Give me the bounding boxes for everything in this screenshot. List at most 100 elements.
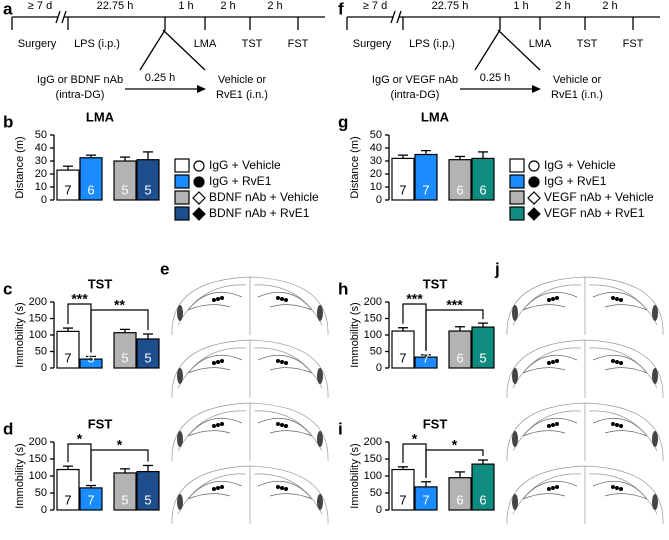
brain-section <box>171 276 329 336</box>
interval-label: 22.75 h <box>97 0 134 12</box>
bar <box>113 332 137 369</box>
arrow-head <box>532 85 541 93</box>
treatment-label: Vehicle or <box>218 74 267 86</box>
chart-title: LMA <box>86 109 115 124</box>
significance-label: * <box>452 437 458 453</box>
bar <box>136 470 160 511</box>
n-label: 6 <box>87 182 94 197</box>
injection-site <box>216 297 220 301</box>
n-label: 7 <box>64 182 71 197</box>
cortex-layer <box>253 347 323 389</box>
bar <box>56 169 80 201</box>
y-tick-label: 150 <box>29 453 47 465</box>
panel-letter: g <box>338 112 348 131</box>
n-label: 7 <box>64 350 71 365</box>
y-tick-label: 200 <box>29 296 47 308</box>
injection-site <box>212 298 216 302</box>
treatment-label: (intra-DG) <box>56 89 105 101</box>
y-tick-label: 100 <box>29 470 47 482</box>
event-label: Surgery <box>353 38 392 50</box>
interval-label: 2 h <box>220 0 235 12</box>
bar <box>56 330 80 369</box>
injection-site <box>615 360 619 364</box>
y-axis-label: Distance (m) <box>349 136 361 198</box>
n-label: 5 <box>144 492 151 507</box>
legend-swatch <box>509 174 525 189</box>
bar <box>136 159 160 201</box>
legend-symbol <box>193 160 205 172</box>
injection-site <box>611 485 615 489</box>
ventricle <box>177 368 183 384</box>
legend-label: VEGF nAb + Vehicle <box>544 190 654 204</box>
injection-site <box>284 361 288 365</box>
ventricle <box>652 368 658 384</box>
injection-site <box>284 487 288 491</box>
ventricle <box>652 431 658 447</box>
cortex-layer <box>253 284 323 326</box>
panel-letter: a <box>3 0 13 18</box>
significance-label: ** <box>114 297 125 313</box>
y-tick-label: 0 <box>41 194 47 206</box>
n-label: 7 <box>399 350 406 365</box>
injection-site <box>220 485 224 489</box>
brain-section <box>506 402 664 462</box>
y-tick-label: 0 <box>376 362 382 374</box>
ventricle <box>317 305 323 321</box>
injection-site <box>212 424 216 428</box>
injection-site <box>555 485 559 489</box>
bar <box>113 472 137 511</box>
arrow-head <box>197 85 206 93</box>
significance-bracket <box>90 449 149 482</box>
injection-site <box>619 361 623 365</box>
injection-site <box>276 485 280 489</box>
y-tick-label: 50 <box>35 487 47 499</box>
ventricle <box>177 431 183 447</box>
significance-label: *** <box>71 291 88 307</box>
bar <box>391 330 415 369</box>
y-tick-label: 200 <box>29 436 47 448</box>
y-tick-label: 10 <box>370 181 382 193</box>
break-mark <box>55 10 61 24</box>
injection-line <box>497 29 541 71</box>
injection-site <box>280 360 284 364</box>
event-label: Surgery <box>18 38 57 50</box>
injection-line <box>162 29 206 71</box>
ventricle <box>317 431 323 447</box>
n-label: 5 <box>121 492 128 507</box>
ventricle <box>652 305 658 321</box>
injection-site <box>212 487 216 491</box>
injection-site <box>615 423 619 427</box>
n-label: 5 <box>87 350 94 365</box>
cortex-layer <box>512 410 582 452</box>
legend-label: BDNF nAb + RvE1 <box>209 206 310 220</box>
bar <box>391 157 415 201</box>
legend-symbol <box>528 160 540 172</box>
y-tick-label: 100 <box>364 329 382 341</box>
legend-label: IgG + Vehicle <box>544 158 616 172</box>
ventricle <box>317 368 323 384</box>
injection-site <box>555 359 559 363</box>
ventricle <box>512 431 518 447</box>
injection-site <box>547 361 551 365</box>
cortex-layer <box>177 347 247 389</box>
y-axis-label: Immobility (s) <box>349 302 361 367</box>
n-label: 5 <box>144 350 151 365</box>
n-label: 7 <box>422 182 429 197</box>
y-tick-label: 50 <box>370 345 382 357</box>
chart-title: LMA <box>421 109 450 124</box>
injection-site <box>551 486 555 490</box>
n-label: 7 <box>87 492 94 507</box>
y-tick-label: 30 <box>370 155 382 167</box>
injection-site <box>551 360 555 364</box>
bar <box>471 157 495 201</box>
bar <box>113 160 137 201</box>
panel-letter: j <box>494 259 500 278</box>
legend-swatch <box>509 158 525 173</box>
event-label: TST <box>242 38 263 50</box>
legend-symbol <box>192 191 206 205</box>
injection-site <box>280 423 284 427</box>
bar <box>471 463 495 511</box>
significance-bracket <box>90 309 149 353</box>
cortex-layer <box>177 473 247 515</box>
y-tick-label: 30 <box>35 155 47 167</box>
